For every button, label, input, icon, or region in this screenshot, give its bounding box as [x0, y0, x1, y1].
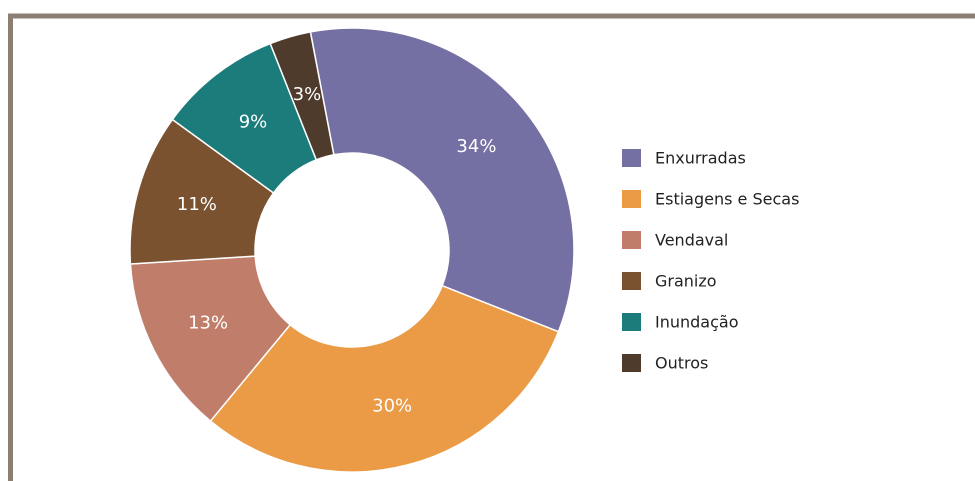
slice-label: 34%: [456, 136, 496, 157]
legend-label: Vendaval: [655, 231, 728, 250]
slice: [269, 31, 335, 161]
slice-label: 3%: [293, 84, 322, 105]
legend-swatch: [622, 190, 641, 208]
legend-label: Estiagens e Secas: [655, 190, 799, 209]
legend-label: Inundação: [655, 313, 739, 332]
legend-swatch: [622, 272, 641, 290]
slice-label: 11%: [177, 194, 217, 215]
legend-label: Granizo: [655, 272, 717, 291]
slice-label: 13%: [188, 312, 228, 333]
slice: [209, 284, 560, 473]
slice: [309, 27, 575, 333]
legend-swatch: [622, 313, 641, 331]
legend-label: Enxurradas: [655, 149, 746, 168]
legend-swatch: [622, 354, 641, 372]
legend-label: Outros: [655, 354, 708, 373]
slice: [129, 255, 292, 423]
legend-swatch: [622, 231, 641, 249]
slice-label: 30%: [372, 395, 412, 416]
slice-label: 9%: [239, 111, 268, 132]
legend-swatch: [622, 149, 641, 167]
